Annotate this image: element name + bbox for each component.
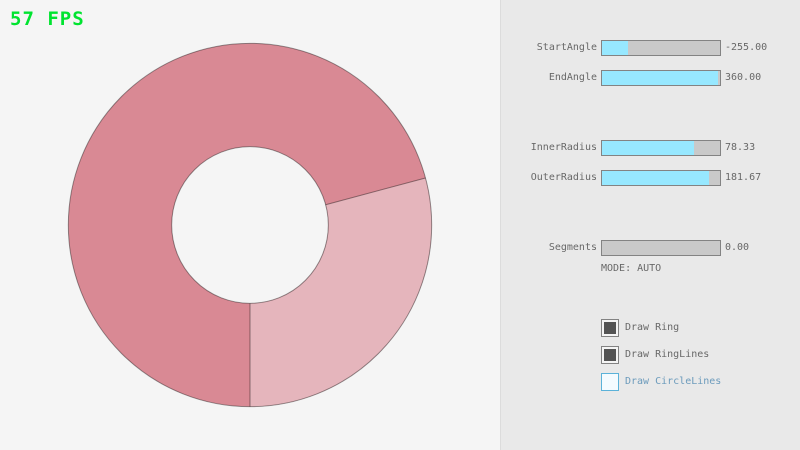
slider-value-startangle: -255.00 [725,42,768,53]
slider-value-segments: 0.00 [725,242,750,253]
slider-label-segments: Segments [548,242,597,253]
fps-counter: 57 FPS [10,8,85,30]
slider-value-outerradius: 181.67 [725,172,762,183]
ring-fill-single [250,177,432,407]
slider-value-endangle: 360.00 [725,72,762,83]
slider-label-endangle: EndAngle [548,72,597,83]
checkbox-label-draw-ring: Draw Ring [625,322,680,333]
checkmark [604,322,616,334]
slider-value-innerradius: 78.33 [725,142,756,153]
slider-label-startangle: StartAngle [536,42,597,53]
slider-endangle[interactable] [601,70,721,86]
ring-outer-outline [67,42,433,408]
checkbox-label-draw-ringlines: Draw RingLines [625,349,710,360]
checkbox-label-draw-circlelines: Draw CircleLines [625,376,722,387]
ring-endcap-line-right [325,177,426,206]
slider-outerradius[interactable] [601,170,721,186]
ring-inner-outline [171,146,329,304]
slider-startangle-fill [602,41,628,55]
checkbox-draw-ringlines[interactable] [601,346,619,364]
slider-innerradius[interactable] [601,140,721,156]
slider-label-innerradius: InnerRadius [530,142,597,153]
checkbox-draw-circlelines[interactable] [601,373,619,391]
slider-outerradius-fill [602,171,710,185]
checkbox-draw-ring[interactable] [601,319,619,337]
slider-segments[interactable] [601,240,721,256]
slider-endangle-fill [602,71,718,85]
slider-label-outerradius: OuterRadius [530,172,597,183]
segments-mode-text: MODE: AUTO [601,263,662,274]
slider-startangle[interactable] [601,40,721,56]
controls-panel: StartAngle -255.00 EndAngle 360.00 Inner… [500,0,800,450]
checkmark [604,349,616,361]
slider-innerradius-fill [602,141,695,155]
